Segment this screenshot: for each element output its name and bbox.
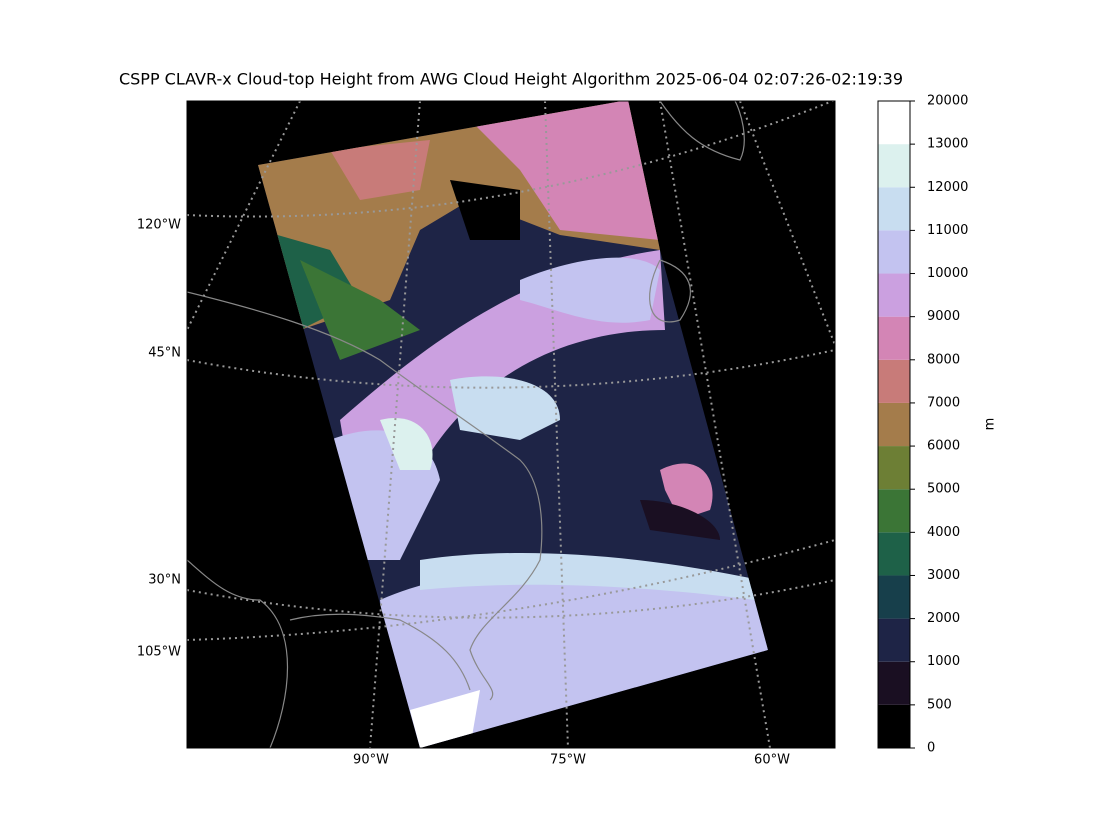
colorbar-segment [878, 704, 910, 748]
tick-label: 8000 [927, 352, 960, 367]
map-label: 75°W [550, 753, 586, 768]
colorbar-segment [878, 144, 910, 188]
colorbar-segment [878, 316, 910, 360]
colorbar-segment [878, 618, 910, 662]
tick-label: 10000 [927, 266, 968, 281]
tick-label: 3000 [927, 568, 960, 583]
tick-label: 12000 [927, 180, 968, 195]
tick-label: 20000 [927, 94, 968, 109]
tick-label: 500 [927, 697, 952, 712]
colorbar-segment [878, 101, 910, 145]
tick-label: 1000 [927, 654, 960, 669]
colorbar-segment [878, 661, 910, 705]
colorbar-segment [878, 532, 910, 576]
map-label: 90°W [353, 753, 389, 768]
colorbar-frame [877, 100, 911, 749]
colorbar-segment [878, 230, 910, 274]
colorbar-segment [878, 273, 910, 317]
map [187, 101, 835, 748]
colorbar-segment [878, 446, 910, 490]
colorbar-label: m [983, 418, 998, 431]
colorbar-segment [878, 402, 910, 447]
colorbar-segment [878, 575, 910, 619]
tick-label: 6000 [927, 439, 960, 454]
map-label: 45°N [148, 346, 181, 361]
tick-label: 13000 [927, 137, 968, 152]
tick-label: 7000 [927, 395, 960, 410]
colorbar-segment [878, 187, 910, 231]
tick-label: 0 [927, 741, 935, 756]
tick-label: 5000 [927, 482, 960, 497]
map-label: 120°W [137, 218, 181, 233]
tick-label: 4000 [927, 525, 960, 540]
map-label: 105°W [137, 645, 181, 660]
colorbar-segment [878, 359, 910, 403]
tick-label: 9000 [927, 309, 960, 324]
colorbar: 0 500 1000 2000 3000 4000 5000 6000 7000 8000 9000… [877, 94, 968, 756]
map-label: 30°N [148, 573, 181, 588]
colorbar-segment [878, 489, 910, 533]
tick-label: 11000 [927, 223, 968, 238]
title: CSPP CLAVR-x Cloud-top Height from AWG C… [119, 70, 903, 89]
tick-label: 2000 [927, 611, 960, 626]
map-label: 60°W [754, 753, 790, 768]
